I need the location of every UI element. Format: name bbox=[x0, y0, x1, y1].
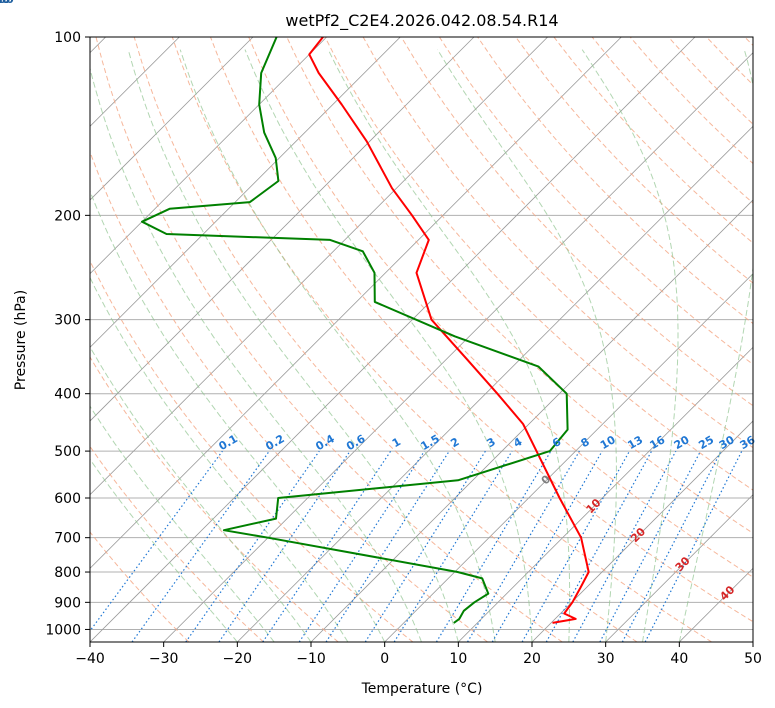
moist-adiabat-line bbox=[90, 458, 238, 642]
isotherm-label: -80 bbox=[0, 0, 10, 6]
y-tick-label: 300 bbox=[54, 313, 81, 329]
isotherm-line bbox=[90, 37, 475, 422]
x-tick-label: 30 bbox=[597, 651, 615, 667]
y-tick-label: 700 bbox=[54, 531, 81, 547]
isotherm-line bbox=[237, 125, 753, 642]
x-axis-title: Temperature (°C) bbox=[361, 681, 483, 697]
x-tick-label: 10 bbox=[449, 651, 467, 667]
x-tick-label: −20 bbox=[223, 651, 253, 667]
x-tick-label: −30 bbox=[149, 651, 179, 667]
isotherm-line bbox=[458, 346, 753, 642]
x-tick-label: −40 bbox=[75, 651, 105, 667]
x-tick-label: 40 bbox=[670, 651, 688, 667]
isotherm-line bbox=[90, 37, 548, 496]
moist-adiabat-line bbox=[90, 66, 422, 642]
dry-adiabat-line bbox=[90, 445, 264, 642]
isotherm-line bbox=[90, 37, 622, 569]
mixing-ratio-line bbox=[435, 450, 552, 642]
isotherm-line bbox=[90, 37, 327, 275]
moist-adiabat-line bbox=[179, 49, 496, 642]
y-tick-label: 400 bbox=[54, 387, 81, 403]
dry-adiabat-line bbox=[248, 37, 753, 578]
moist-adiabat-line bbox=[581, 49, 679, 642]
isotherm-label: -20 bbox=[0, 0, 10, 6]
moist-adiabat-line bbox=[437, 49, 617, 642]
dry-adiabat-line bbox=[90, 150, 488, 642]
mixing-ratio-line bbox=[393, 450, 513, 642]
moist-adiabat-line bbox=[678, 49, 753, 642]
line-labels: -100-90-80-70-60-50-40-30-20-10010203040… bbox=[0, 0, 758, 603]
dry-adiabat-line bbox=[400, 37, 753, 407]
moist-adiabat-line bbox=[90, 405, 275, 642]
isotherm-line bbox=[531, 420, 753, 642]
chart-title: wetPf2_C2E4.2026.042.08.54.R14 bbox=[285, 11, 558, 31]
dry-adiabat-line bbox=[171, 37, 712, 642]
isotherm-line bbox=[384, 273, 753, 642]
x-tick-label: 0 bbox=[380, 651, 389, 667]
y-tick-label: 200 bbox=[54, 208, 81, 224]
moist-adiabat-line bbox=[90, 276, 349, 642]
isotherm-label: -30 bbox=[0, 0, 10, 6]
isotherm-line bbox=[90, 37, 401, 348]
mixing-ratio-line bbox=[364, 450, 486, 642]
dry-adiabat-line bbox=[95, 37, 563, 642]
mixing-ratio-line bbox=[545, 450, 653, 642]
isotherm-label: -90 bbox=[0, 0, 10, 6]
isotherm-line bbox=[90, 37, 254, 201]
y-tick-label: 1000 bbox=[45, 622, 81, 638]
mixing-ratio-line bbox=[572, 450, 677, 642]
y-tick-label: 500 bbox=[54, 444, 81, 460]
dry-adiabat-line bbox=[90, 531, 190, 642]
moist-adiabat-line bbox=[127, 49, 459, 642]
mixing-ratio-line bbox=[185, 450, 320, 642]
plot-frame bbox=[89, 36, 754, 643]
mixing-ratio-line bbox=[491, 450, 603, 642]
y-tick-label: 900 bbox=[54, 595, 81, 611]
dry-adiabat-line bbox=[90, 356, 339, 642]
dry-adiabat-line bbox=[90, 259, 414, 642]
x-axis: −40 −30 −20 −10 0 10 20 30 40 50 bbox=[75, 642, 762, 667]
isotherm-line bbox=[605, 494, 753, 642]
background-lines bbox=[90, 37, 753, 642]
isotherm-label: -10 bbox=[0, 0, 10, 6]
x-tick-label: 20 bbox=[523, 651, 541, 667]
isotherm-label: -40 bbox=[0, 0, 10, 6]
isotherm-label: -70 bbox=[0, 0, 10, 6]
y-axis-title: Pressure (hPa) bbox=[13, 290, 29, 390]
isotherm-label: -100 bbox=[0, 0, 14, 6]
dry-adiabat-line bbox=[210, 37, 753, 623]
y-tick-label: 100 bbox=[54, 30, 81, 46]
dry-adiabat-line bbox=[515, 37, 753, 284]
profiles bbox=[141, 37, 590, 624]
dry-adiabat-line bbox=[133, 37, 638, 642]
mixing-ratio-line bbox=[521, 450, 631, 642]
y-tick-label: 600 bbox=[54, 491, 81, 507]
dry-adiabat-line bbox=[324, 37, 753, 491]
moist-adiabat-line bbox=[327, 49, 571, 642]
moist-adiabat-line bbox=[90, 189, 386, 642]
dewpoint-profile-line bbox=[141, 37, 569, 624]
mixing-ratio-line bbox=[466, 450, 580, 642]
y-tick-label: 800 bbox=[54, 565, 81, 581]
moist-adiabat-line bbox=[244, 49, 533, 642]
isotherm-label: -60 bbox=[0, 0, 10, 6]
mixing-ratio-line bbox=[218, 450, 351, 642]
x-tick-label: 50 bbox=[744, 651, 762, 667]
y-axis: 100 200 300 400 500 600 700 800 900 1000 bbox=[45, 30, 90, 638]
temperature-profile-line bbox=[308, 37, 590, 624]
x-tick-label: −10 bbox=[296, 651, 326, 667]
isotherm-label: -50 bbox=[0, 0, 10, 6]
dry-adiabat-line bbox=[438, 37, 753, 366]
